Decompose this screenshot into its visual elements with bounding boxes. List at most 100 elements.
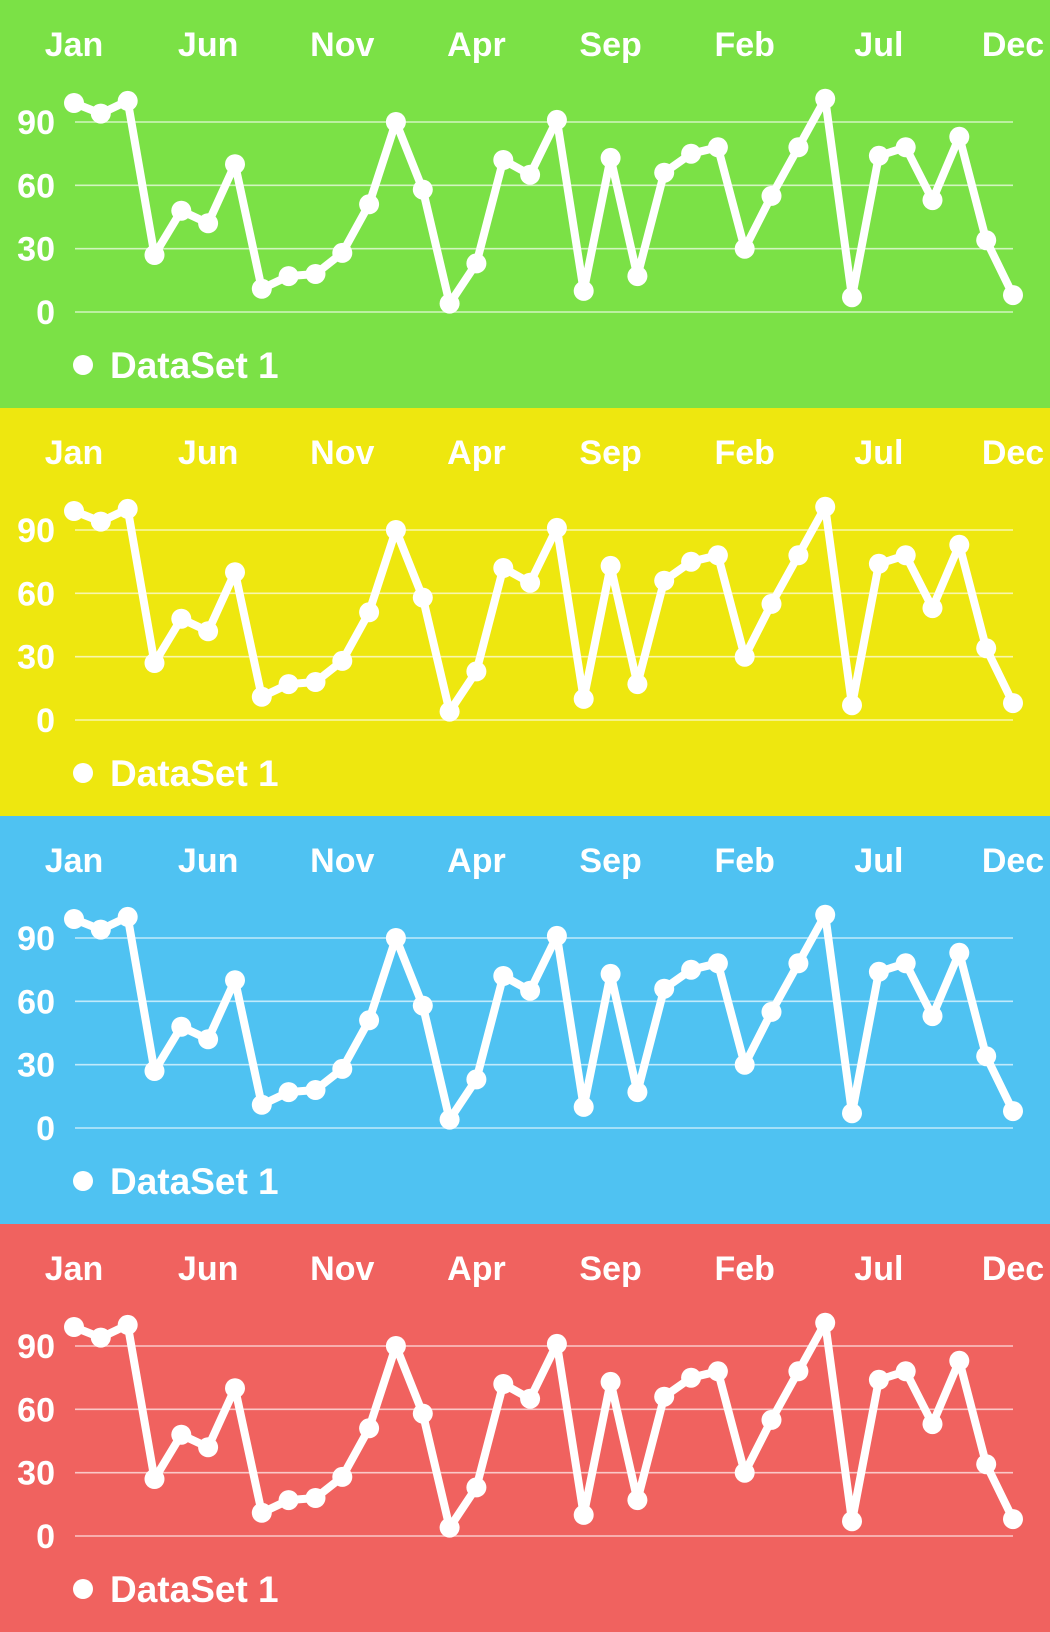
data-point[interactable] <box>251 686 272 707</box>
data-point[interactable] <box>439 1109 460 1130</box>
data-point[interactable] <box>225 1378 245 1399</box>
data-point[interactable] <box>734 1462 755 1483</box>
legend-item[interactable]: DataSet 1 <box>73 1569 279 1610</box>
data-point[interactable] <box>761 1001 782 1022</box>
data-point[interactable] <box>654 162 675 183</box>
data-point[interactable] <box>64 93 84 113</box>
data-point[interactable] <box>1003 1509 1023 1530</box>
data-point[interactable] <box>815 1312 836 1333</box>
data-point[interactable] <box>305 672 326 692</box>
data-point[interactable] <box>976 230 997 251</box>
data-point[interactable] <box>520 164 541 185</box>
data-point[interactable] <box>412 179 433 200</box>
data-point[interactable] <box>64 501 84 521</box>
data-point[interactable] <box>90 511 111 532</box>
data-point[interactable] <box>439 293 460 314</box>
line-chart-red-canvas[interactable]: 0 30 60 90 Jan Jun Nov Apr Sep Feb Jul Dec DataSet 1 <box>0 1224 1050 1632</box>
data-point[interactable] <box>198 213 219 234</box>
data-point[interactable] <box>600 963 621 984</box>
data-point[interactable] <box>895 137 916 158</box>
data-point[interactable] <box>842 1511 862 1532</box>
data-point[interactable] <box>251 1094 272 1115</box>
data-point[interactable] <box>278 1490 299 1511</box>
data-point[interactable] <box>600 555 621 576</box>
data-point[interactable] <box>949 126 970 147</box>
data-point[interactable] <box>332 1058 353 1079</box>
data-point[interactable] <box>573 1504 594 1525</box>
data-point[interactable] <box>171 1424 192 1445</box>
data-point[interactable] <box>359 1418 380 1439</box>
data-point[interactable] <box>842 1103 862 1124</box>
data-point[interactable] <box>815 88 836 109</box>
data-point[interactable] <box>761 593 782 614</box>
data-point[interactable] <box>385 1336 406 1356</box>
data-point[interactable] <box>788 953 809 974</box>
data-point[interactable] <box>171 608 192 629</box>
data-point[interactable] <box>734 1054 755 1075</box>
data-point[interactable] <box>895 953 916 974</box>
data-point[interactable] <box>707 545 728 566</box>
data-point[interactable] <box>493 558 514 578</box>
data-point[interactable] <box>359 194 380 215</box>
data-point[interactable] <box>90 919 111 940</box>
data-point[interactable] <box>895 1361 916 1382</box>
data-point[interactable] <box>493 150 514 170</box>
data-point[interactable] <box>922 1414 943 1435</box>
data-point[interactable] <box>493 1374 514 1394</box>
data-point[interactable] <box>976 1046 997 1067</box>
data-point[interactable] <box>868 145 889 166</box>
data-point[interactable] <box>681 1367 702 1388</box>
data-point[interactable] <box>707 1361 728 1382</box>
data-point[interactable] <box>1003 693 1023 714</box>
data-point[interactable] <box>117 1314 138 1335</box>
data-point[interactable] <box>788 137 809 158</box>
data-point[interactable] <box>573 1096 594 1117</box>
data-point[interactable] <box>895 545 916 566</box>
data-point[interactable] <box>439 701 460 722</box>
data-point[interactable] <box>466 661 487 682</box>
data-point[interactable] <box>144 245 165 265</box>
data-point[interactable] <box>573 688 594 709</box>
data-point[interactable] <box>654 570 675 591</box>
data-point[interactable] <box>385 112 406 132</box>
data-point[interactable] <box>546 109 567 130</box>
data-point[interactable] <box>278 266 299 287</box>
data-point[interactable] <box>788 1361 809 1382</box>
data-point[interactable] <box>439 1517 460 1538</box>
data-point[interactable] <box>251 278 272 299</box>
data-point[interactable] <box>117 498 138 519</box>
data-point[interactable] <box>949 1350 970 1371</box>
data-point[interactable] <box>332 1466 353 1487</box>
data-point[interactable] <box>761 1409 782 1430</box>
data-point[interactable] <box>359 602 380 623</box>
data-point[interactable] <box>466 253 487 274</box>
data-point[interactable] <box>305 1488 326 1508</box>
data-point[interactable] <box>144 653 165 673</box>
data-point[interactable] <box>305 1080 326 1100</box>
data-point[interactable] <box>681 143 702 164</box>
data-point[interactable] <box>198 1029 219 1050</box>
data-point[interactable] <box>868 1369 889 1390</box>
data-point[interactable] <box>412 995 433 1016</box>
data-point[interactable] <box>681 959 702 980</box>
data-point[interactable] <box>117 90 138 111</box>
data-point[interactable] <box>466 1477 487 1498</box>
data-point[interactable] <box>225 154 245 175</box>
data-point[interactable] <box>976 638 997 659</box>
data-point[interactable] <box>385 928 406 948</box>
data-point[interactable] <box>815 904 836 925</box>
legend-item[interactable]: DataSet 1 <box>73 1161 279 1202</box>
data-point[interactable] <box>627 1490 648 1511</box>
data-point[interactable] <box>171 200 192 221</box>
data-point[interactable] <box>868 553 889 574</box>
data-point[interactable] <box>707 137 728 158</box>
data-point[interactable] <box>627 266 648 287</box>
data-point[interactable] <box>600 1371 621 1392</box>
data-point[interactable] <box>225 562 245 583</box>
data-point[interactable] <box>117 906 138 927</box>
data-point[interactable] <box>573 280 594 301</box>
data-point[interactable] <box>305 264 326 284</box>
data-point[interactable] <box>546 1333 567 1354</box>
data-point[interactable] <box>1003 1101 1023 1122</box>
data-point[interactable] <box>868 961 889 982</box>
